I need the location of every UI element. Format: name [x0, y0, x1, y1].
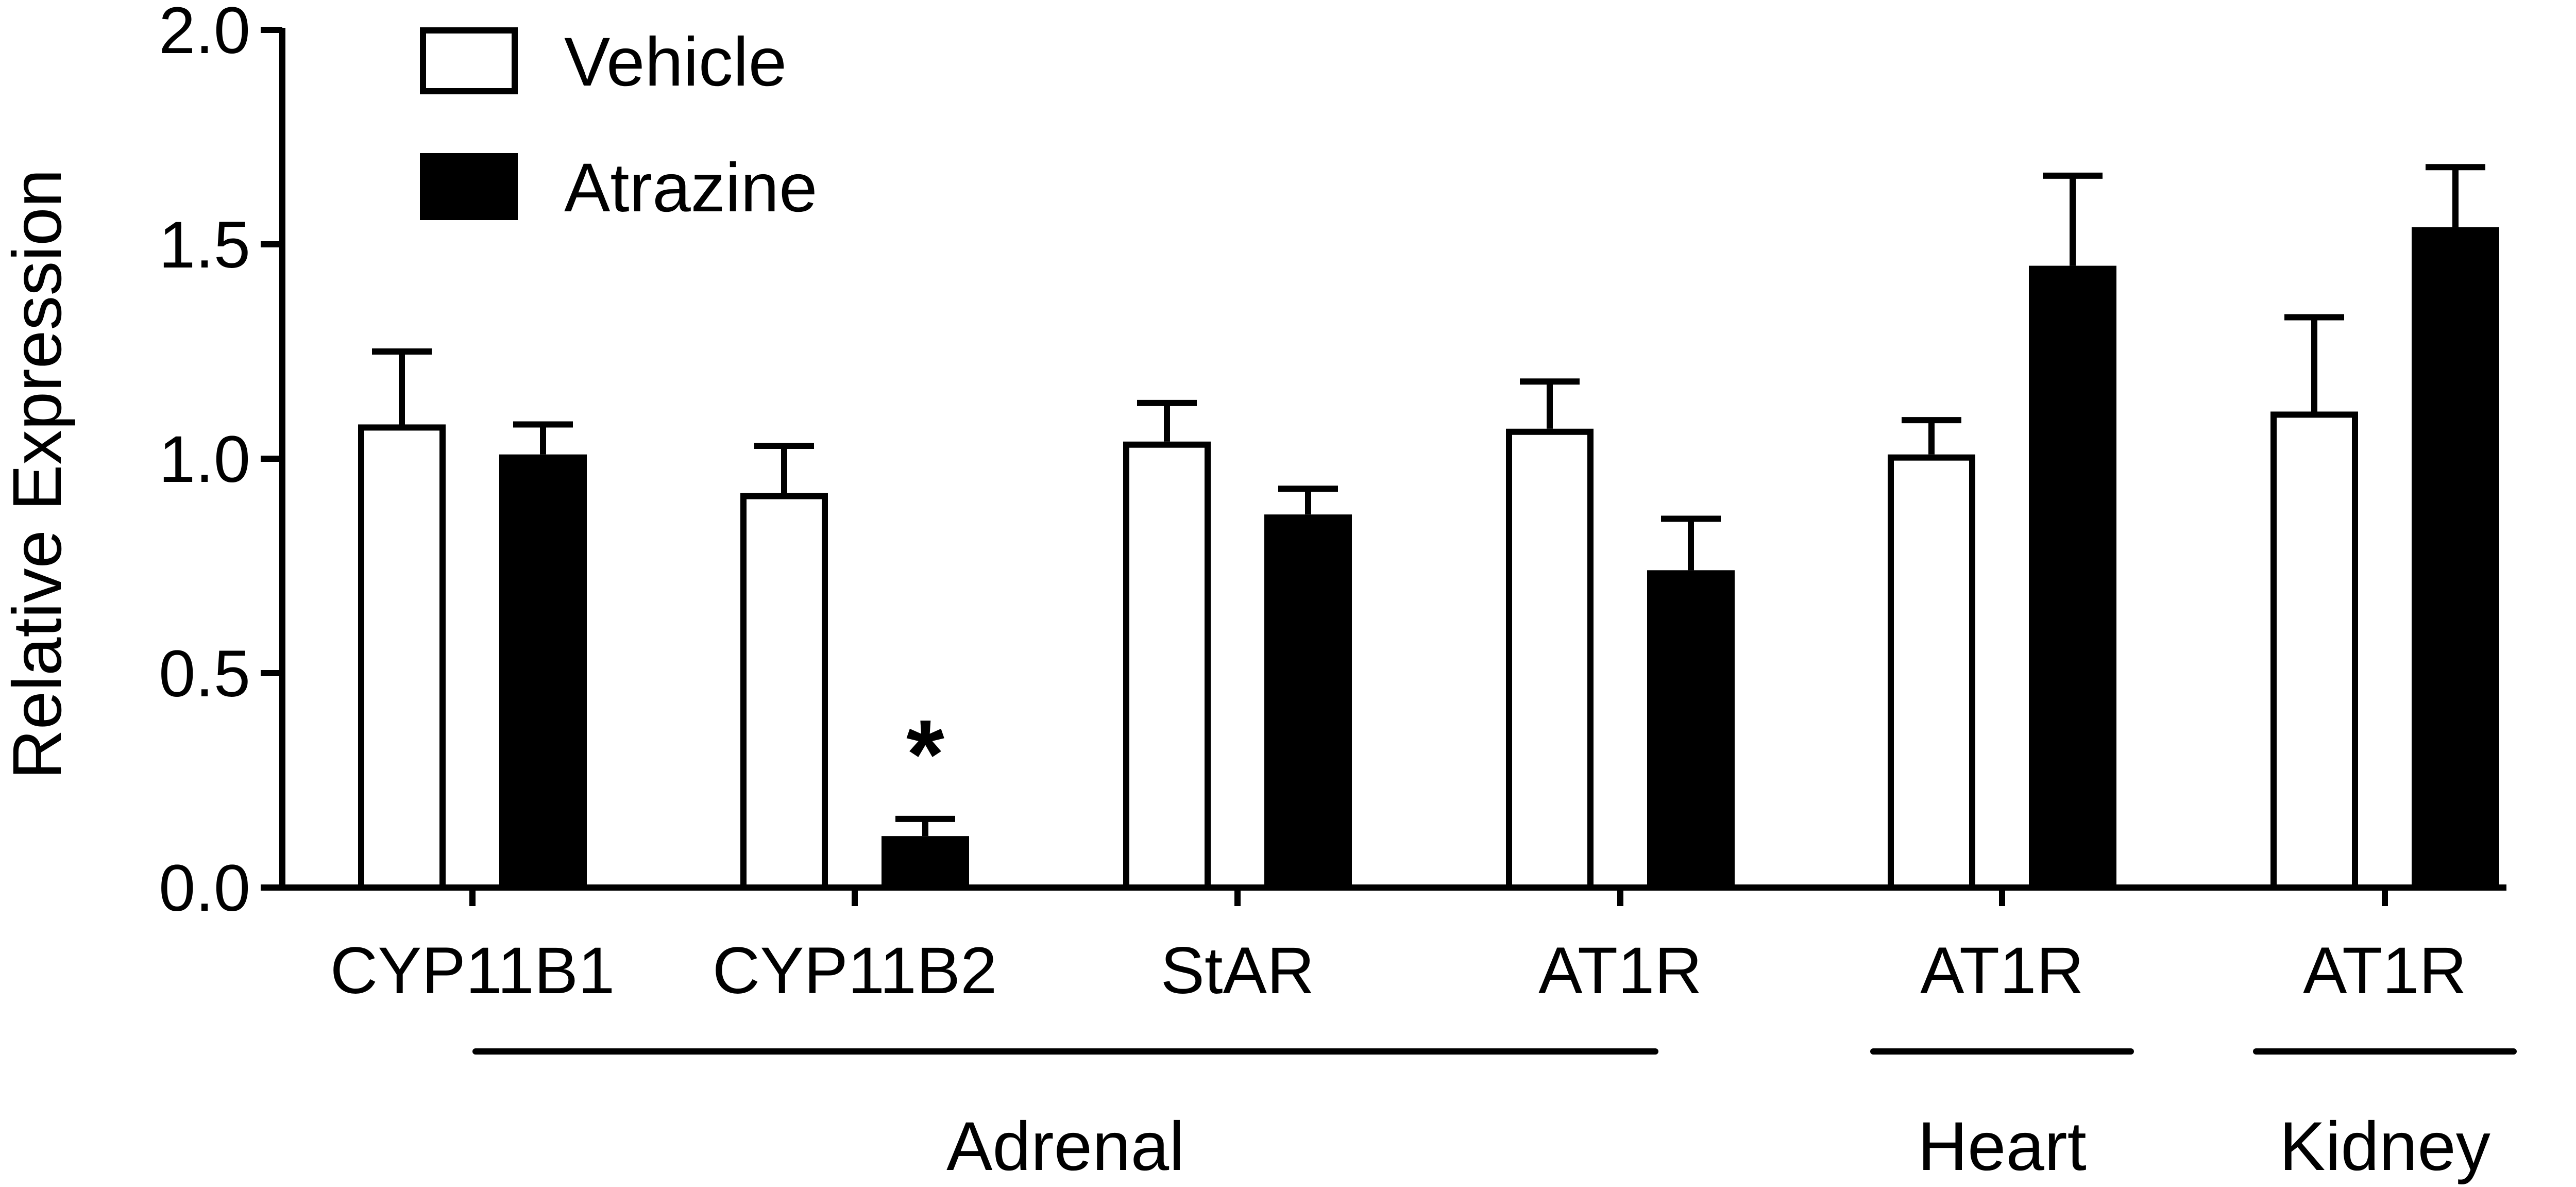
group-label: Adrenal — [946, 1108, 1184, 1185]
group-label: Heart — [1918, 1108, 2087, 1185]
bars: * — [358, 164, 2499, 891]
bar-atrazine — [1647, 570, 1735, 888]
x-tick-label: StAR — [1161, 934, 1315, 1008]
bar-vehicle — [740, 493, 828, 891]
bar-atrazine — [1264, 514, 1352, 888]
legend-swatch-vehicle — [420, 27, 518, 94]
bar-vehicle — [1506, 428, 1594, 891]
legend-label: Atrazine — [564, 149, 818, 226]
group-brackets: Adrenal Heart Kidney — [472, 1048, 2517, 1185]
y-tick-label: 2.0 — [159, 0, 250, 68]
y-tick-label: 0.0 — [159, 851, 250, 925]
bar-vehicle — [2270, 411, 2358, 891]
significance-marker: * — [906, 700, 944, 809]
x-tick-label: AT1R — [2303, 934, 2467, 1008]
x-axis: CYP11B1 CYP11B2 StAR AT1R AT1R AT1R — [279, 884, 2506, 1008]
legend-swatch-atrazine — [420, 153, 518, 220]
x-tick-label: AT1R — [1538, 934, 1702, 1008]
bar-atrazine — [2029, 265, 2116, 888]
y-tick-label: 1.0 — [159, 423, 250, 496]
bar-atrazine — [499, 454, 587, 888]
bar-atrazine — [2412, 227, 2499, 888]
y-tick-label: 0.5 — [159, 637, 250, 711]
x-tick-label: CYP11B2 — [713, 934, 997, 1008]
legend-label: Vehicle — [564, 24, 787, 101]
x-tick-label: AT1R — [1920, 934, 2084, 1008]
bar-vehicle — [358, 424, 446, 891]
y-tick-label: 1.5 — [159, 208, 250, 282]
group-label: Kidney — [2279, 1108, 2490, 1185]
bar-vehicle — [1123, 441, 1211, 891]
legend: Vehicle Atrazine — [420, 24, 818, 226]
bar-vehicle — [1888, 454, 1975, 891]
x-tick-label: CYP11B1 — [330, 934, 615, 1008]
y-axis-title: Relative Expression — [0, 169, 76, 779]
bar-atrazine — [882, 836, 969, 888]
y-axis: 0.0 0.5 1.0 1.5 2.0 — [159, 0, 285, 925]
